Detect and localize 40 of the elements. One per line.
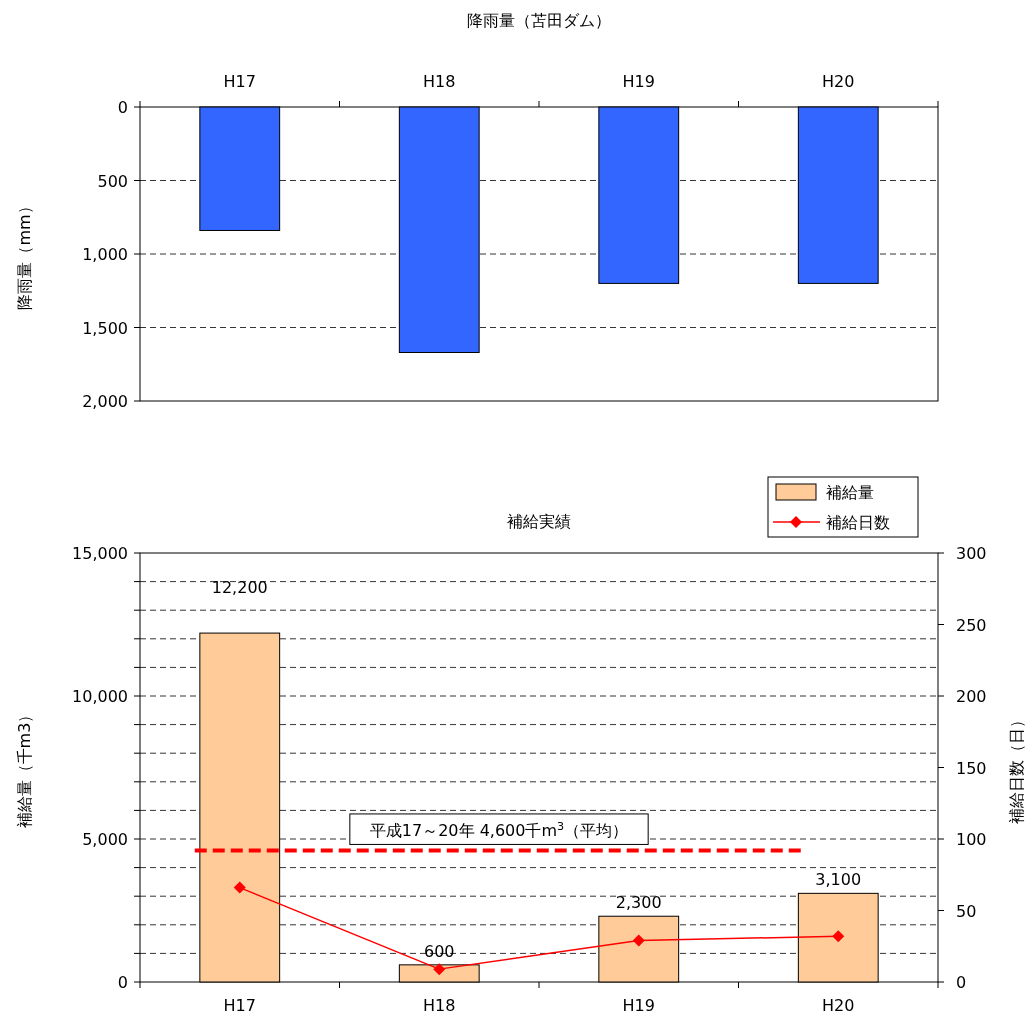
y-axis-title: 降雨量（mm） [15,198,34,310]
x-tick-label: H19 [622,996,655,1015]
legend-label: 補給量 [826,483,874,502]
y-axis-title: 補給量（千m3） [15,706,34,829]
y2-tick-label: 300 [956,544,987,563]
chart-title: 補給実績 [507,512,571,531]
x-tick-label: H18 [423,996,456,1015]
y-tick-label: 15,000 [72,544,128,563]
x-tick-label: H20 [822,72,855,91]
x-tick-label: H20 [822,996,855,1015]
y-tick-label: 1,000 [82,245,128,264]
y2-axis-title: 補給日数（日） [1007,711,1026,824]
y-tick-label: 0 [117,98,128,117]
y2-tick-label: 200 [956,687,987,706]
legend-label: 補給日数 [826,513,890,532]
point [433,963,446,976]
y-tick-label: 500 [97,171,128,191]
data-label: 12,200 [211,578,268,598]
x-tick-label: H17 [223,996,256,1015]
x-tick-label: H18 [423,72,456,91]
y2-tick-label: 100 [956,830,987,849]
data-label: 2,300 [615,893,662,913]
ref-line-label: 平成17～20年 4,600千m$^{3}$（平均） [369,819,629,841]
y2-tick-label: 0 [956,973,967,992]
data-label: 3,100 [815,870,862,890]
y-tick-label: 10,000 [72,687,128,706]
data-label: 600 [423,941,455,961]
y-tick-label: 1,500 [82,318,128,338]
y2-tick-label: 150 [956,758,987,778]
y-tick-label: 2,000 [82,392,128,411]
x-tick-label: H17 [223,72,256,91]
y-tick-label: 5,000 [82,830,128,849]
point [832,930,845,943]
chart-title: 降雨量（苫田ダム） [467,11,611,30]
y2-tick-label: 250 [956,615,987,635]
point [632,934,645,947]
x-tick-label: H19 [622,72,655,91]
y-tick-label: 0 [117,973,128,992]
y2-tick-label: 50 [956,901,977,921]
point [233,881,246,894]
